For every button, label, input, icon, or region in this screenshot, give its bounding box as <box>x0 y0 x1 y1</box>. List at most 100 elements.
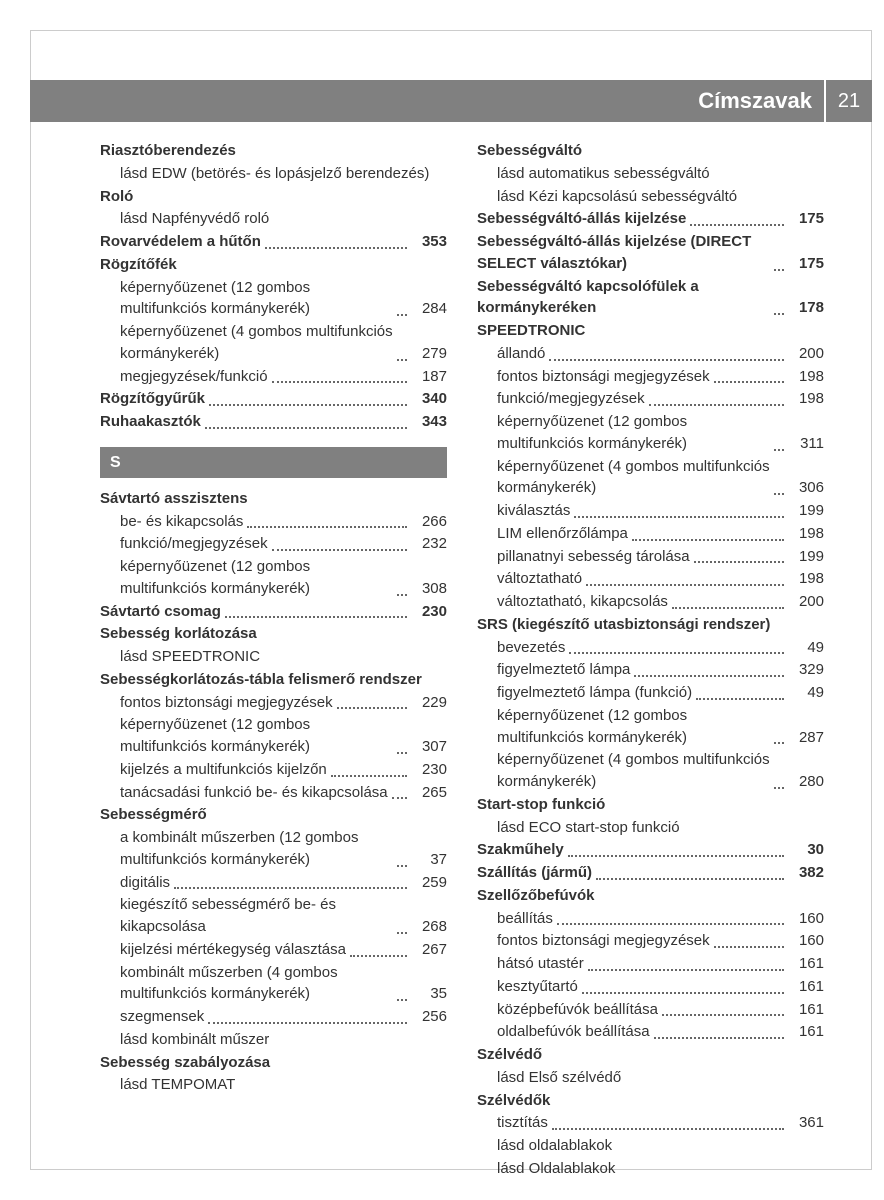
index-entry-sub: pillanatnyi sebesség tárolása199 <box>477 546 824 568</box>
index-entry-sub: tisztítás361 <box>477 1112 824 1134</box>
index-entry-top: Sebességkorlátozás-tábla felismerő rends… <box>100 669 447 691</box>
leader-dots <box>397 594 407 596</box>
leader-dots <box>208 1022 407 1024</box>
index-entry-top: Roló <box>100 186 447 208</box>
entry-label: Sebességváltó-állás kijelzése <box>477 208 686 230</box>
entry-page: 161 <box>788 1021 824 1043</box>
index-entry-sub: fontos biztonsági megjegyzések 198 <box>477 366 824 388</box>
entry-page: 306 <box>788 477 824 499</box>
entry-label: középbefúvók beállítása <box>477 999 658 1021</box>
entry-label: kesztyűtartó <box>477 976 578 998</box>
leader-dots <box>272 381 407 383</box>
entry-page: 198 <box>788 366 824 388</box>
entry-label: kijelzési mértékegység választása <box>100 939 346 961</box>
leader-dots <box>397 932 407 934</box>
entry-label: figyelmeztető lámpa <box>477 659 630 681</box>
entry-label: Szélvédők <box>477 1090 550 1112</box>
entry-page: 49 <box>788 682 824 704</box>
entry-label: bevezetés <box>477 637 565 659</box>
entry-page: 266 <box>411 511 447 533</box>
index-entry-sub: LIM ellenőrzőlámpa198 <box>477 523 824 545</box>
index-entry-top: Sebességváltó-állás kijelzése175 <box>477 208 824 230</box>
index-entry-top: Sebességváltó kapcsolófülek a kormányker… <box>477 276 824 320</box>
leader-dots <box>596 878 784 880</box>
entry-page: 340 <box>411 388 447 410</box>
entry-label: állandó <box>477 343 545 365</box>
entry-page: 284 <box>411 298 447 320</box>
entry-label: lásd ECO start-stop funkció <box>477 817 680 839</box>
index-entry-sub: képernyőüzenet (4 gombos multifunkciós k… <box>100 321 447 365</box>
left-column: Riasztóberendezéslásd EDW (betörés- és l… <box>100 140 447 1140</box>
entry-page: 230 <box>411 601 447 623</box>
entry-label: Sebességváltó kapcsolófülek a kormányker… <box>477 276 770 320</box>
index-entry-sub: szegmensek256 <box>100 1006 447 1028</box>
entry-label: LIM ellenőrzőlámpa <box>477 523 628 545</box>
entry-label: változtatható, kikapcsolás <box>477 591 668 613</box>
index-entry-top: Sávtartó asszisztens <box>100 488 447 510</box>
index-entry-top: Sebesség korlátozása <box>100 623 447 645</box>
entry-label: Sebességkorlátozás-tábla felismerő rends… <box>100 669 422 691</box>
index-content: Riasztóberendezéslásd EDW (betörés- és l… <box>100 140 824 1140</box>
entry-label: lásd Első szélvédő <box>477 1067 621 1089</box>
leader-dots <box>632 539 784 541</box>
entry-label: megjegyzések/funkció <box>100 366 268 388</box>
entry-page: 199 <box>788 500 824 522</box>
entry-page: 161 <box>788 976 824 998</box>
index-entry-top: Sebességváltó-állás kijelzése (DIRECT SE… <box>477 231 824 275</box>
leader-dots <box>714 946 784 948</box>
leader-dots <box>174 887 407 889</box>
leader-dots <box>397 314 407 316</box>
index-entry-sub: képernyőüzenet (4 gombos multifunkciós k… <box>477 749 824 793</box>
entry-page: 200 <box>788 343 824 365</box>
index-entry-top: Sebességváltó <box>477 140 824 162</box>
leader-dots <box>774 742 784 744</box>
index-entry-sub: kombinált műszerben (4 gombos multifunkc… <box>100 962 447 1006</box>
index-entry-sub: lásd Oldalablakok <box>477 1158 824 1180</box>
leader-dots <box>331 775 407 777</box>
entry-label: funkció/megjegyzések <box>100 533 268 555</box>
entry-label: képernyőüzenet (4 gombos multifunkciós k… <box>477 749 770 793</box>
index-entry-top: Ruhaakasztók343 <box>100 411 447 433</box>
index-entry-sub: tanácsadási funkció be- és kikapcsolása2… <box>100 782 447 804</box>
index-entry-top: SRS (kiegészítő utasbiztonsági rendszer) <box>477 614 824 636</box>
index-entry-sub: képernyőüzenet (12 gombos multifunkciós … <box>100 714 447 758</box>
entry-label: fontos biztonsági megjegyzések <box>477 366 710 388</box>
index-entry-sub: képernyőüzenet (12 gombos multifunkciós … <box>100 277 447 321</box>
entry-page: 187 <box>411 366 447 388</box>
entry-label: képernyőüzenet (12 gombos multifunkciós … <box>100 714 393 758</box>
entry-label: Szélvédő <box>477 1044 542 1066</box>
entry-page: 329 <box>788 659 824 681</box>
leader-dots <box>568 855 784 857</box>
index-entry-sub: fontos biztonsági megjegyzések229 <box>100 692 447 714</box>
entry-label: Roló <box>100 186 133 208</box>
entry-page: 198 <box>788 388 824 410</box>
index-entry-sub: bevezetés49 <box>477 637 824 659</box>
index-entry-sub: lásd Kézi kapcsolású sebességváltó <box>477 186 824 208</box>
entry-label: fontos biztonsági megjegyzések <box>477 930 710 952</box>
entry-label: pillanatnyi sebesség tárolása <box>477 546 690 568</box>
header-title: Címszavak <box>698 88 824 114</box>
entry-label: oldalbefúvók beállítása <box>477 1021 650 1043</box>
index-entry-sub: lásd ECO start-stop funkció <box>477 817 824 839</box>
entry-page: 353 <box>411 231 447 253</box>
page-number: 21 <box>824 80 872 122</box>
index-entry-sub: fontos biztonsági megjegyzések160 <box>477 930 824 952</box>
index-entry-sub: lásd EDW (betörés- és lopásjelző berende… <box>100 163 447 185</box>
index-entry-top: Szakműhely30 <box>477 839 824 861</box>
leader-dots <box>247 526 407 528</box>
entry-page: 30 <box>788 839 824 861</box>
entry-label: Sávtartó asszisztens <box>100 488 248 510</box>
leader-dots <box>774 313 784 315</box>
index-entry-top: SPEEDTRONIC <box>477 320 824 342</box>
entry-label: be- és kikapcsolás <box>100 511 243 533</box>
index-entry-sub: funkció/megjegyzések 198 <box>477 388 824 410</box>
index-entry-top: Sebesség szabályozása <box>100 1052 447 1074</box>
entry-page: 343 <box>411 411 447 433</box>
entry-label: funkció/megjegyzések <box>477 388 645 410</box>
leader-dots <box>714 381 784 383</box>
index-entry-sub: lásd TEMPOMAT <box>100 1074 447 1096</box>
entry-page: 229 <box>411 692 447 714</box>
index-entry-top: Rögzítőfék <box>100 254 447 276</box>
header-bar: Címszavak 21 <box>30 80 872 122</box>
index-entry-sub: kijelzés a multifunkciós kijelzőn230 <box>100 759 447 781</box>
